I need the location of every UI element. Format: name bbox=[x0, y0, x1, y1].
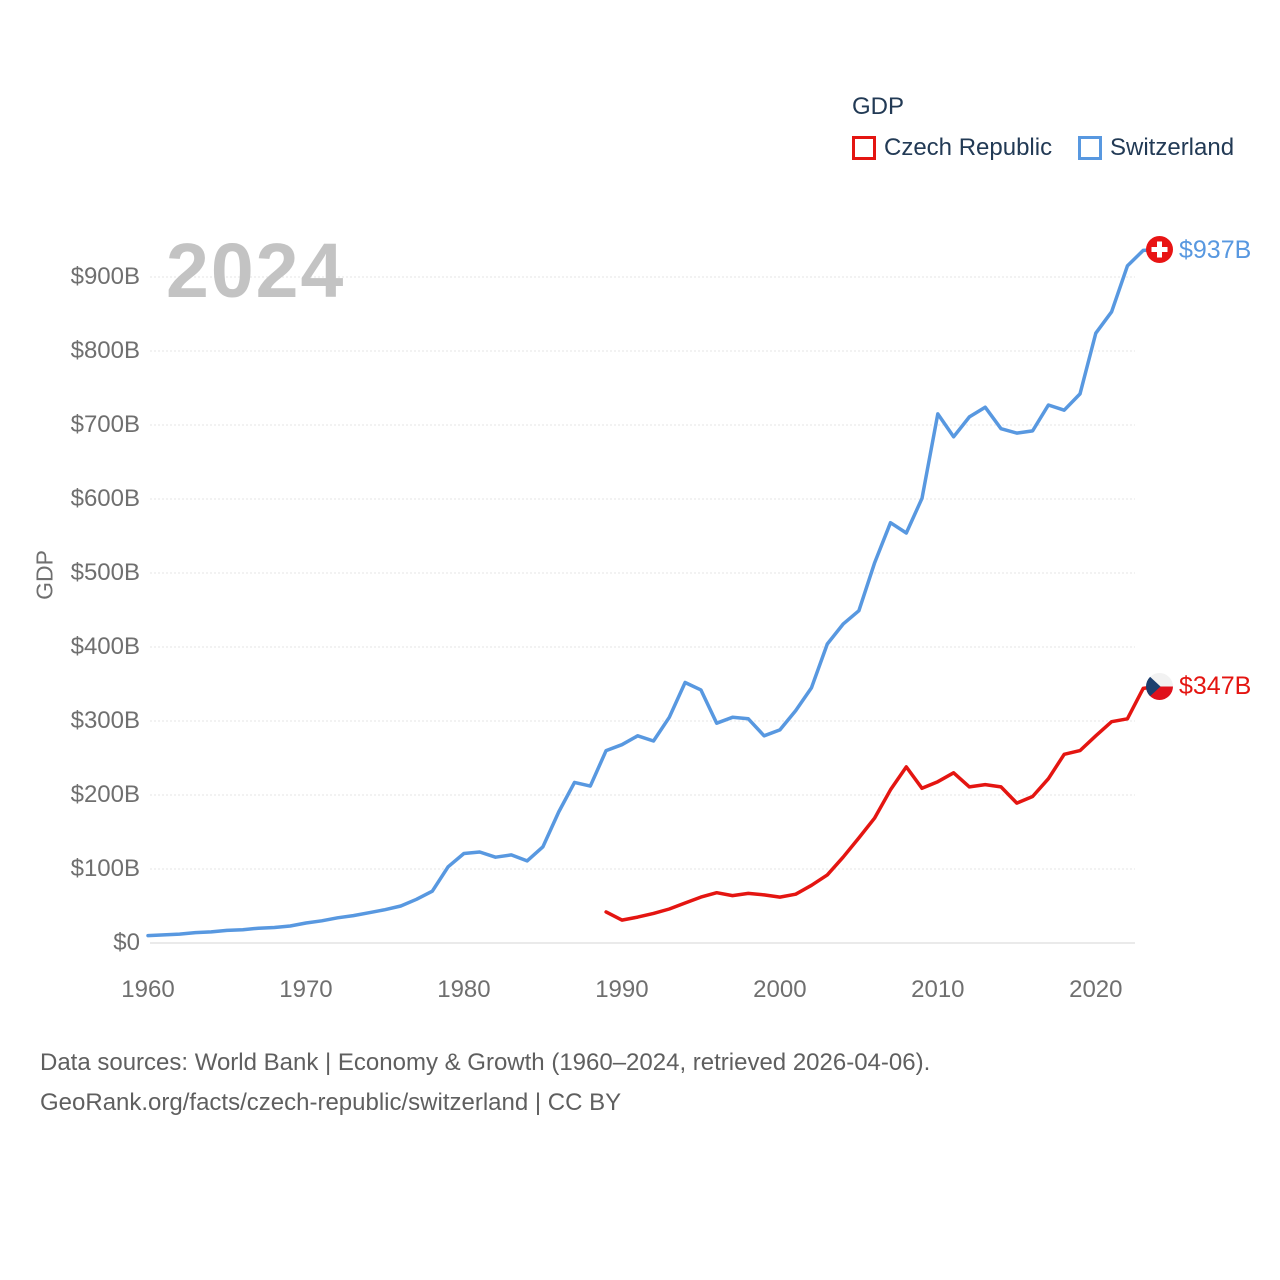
legend-swatch-switzerland bbox=[1078, 136, 1102, 160]
x-tick-label: 2020 bbox=[1069, 976, 1123, 1003]
x-tick-label: 1970 bbox=[279, 976, 333, 1003]
y-tick-label: $500B bbox=[70, 559, 140, 586]
legend-label-switzerland: Switzerland bbox=[1110, 134, 1235, 161]
x-tick-label: 1980 bbox=[437, 976, 491, 1003]
legend-row: Czech Republic Switzerland bbox=[852, 134, 1252, 162]
x-tick-label: 1990 bbox=[595, 976, 649, 1003]
x-tick-label: 2010 bbox=[911, 976, 965, 1003]
czech-republic-end-value-label: $347B bbox=[1179, 672, 1252, 701]
y-tick-label: $100B bbox=[70, 855, 140, 882]
legend-title: GDP bbox=[852, 93, 905, 120]
y-tick-label: $700B bbox=[70, 411, 140, 438]
series-lines bbox=[146, 247, 1161, 938]
gridlines bbox=[150, 276, 1135, 944]
y-tick-label: $200B bbox=[70, 781, 140, 808]
legend-swatch-czech-republic bbox=[852, 136, 876, 160]
x-tick-label: 2000 bbox=[753, 976, 807, 1003]
czech-republic-flag-icon bbox=[1145, 672, 1173, 700]
y-tick-label: $600B bbox=[70, 485, 140, 512]
footer-data-sources: Data sources: World Bank | Economy & Gro… bbox=[40, 1049, 931, 1076]
line-switzerland[interactable] bbox=[146, 247, 1161, 938]
x-tick-label: 1960 bbox=[121, 976, 175, 1003]
watermark-year: 2024 bbox=[166, 228, 346, 314]
y-tick-label: $0 bbox=[113, 929, 140, 956]
legend-item-czech-republic[interactable]: Czech Republic bbox=[852, 134, 1052, 162]
y-tick-label: $900B bbox=[70, 263, 140, 290]
switzerland-end-value-label: $937B bbox=[1179, 235, 1252, 264]
footer-attribution: GeoRank.org/facts/czech-republic/switzer… bbox=[40, 1089, 622, 1116]
y-tick-label: $300B bbox=[70, 707, 140, 734]
switzerland-flag-icon bbox=[1145, 236, 1173, 264]
y-tick-label: $400B bbox=[70, 633, 140, 660]
legend-item-switzerland[interactable]: Switzerland bbox=[1078, 134, 1234, 162]
line-czech-republic[interactable] bbox=[604, 684, 1161, 922]
legend: GDP Czech Republic Switzerland bbox=[852, 92, 1252, 162]
y-tick-label: $800B bbox=[70, 337, 140, 364]
legend-label-czech-republic: Czech Republic bbox=[884, 134, 1053, 161]
